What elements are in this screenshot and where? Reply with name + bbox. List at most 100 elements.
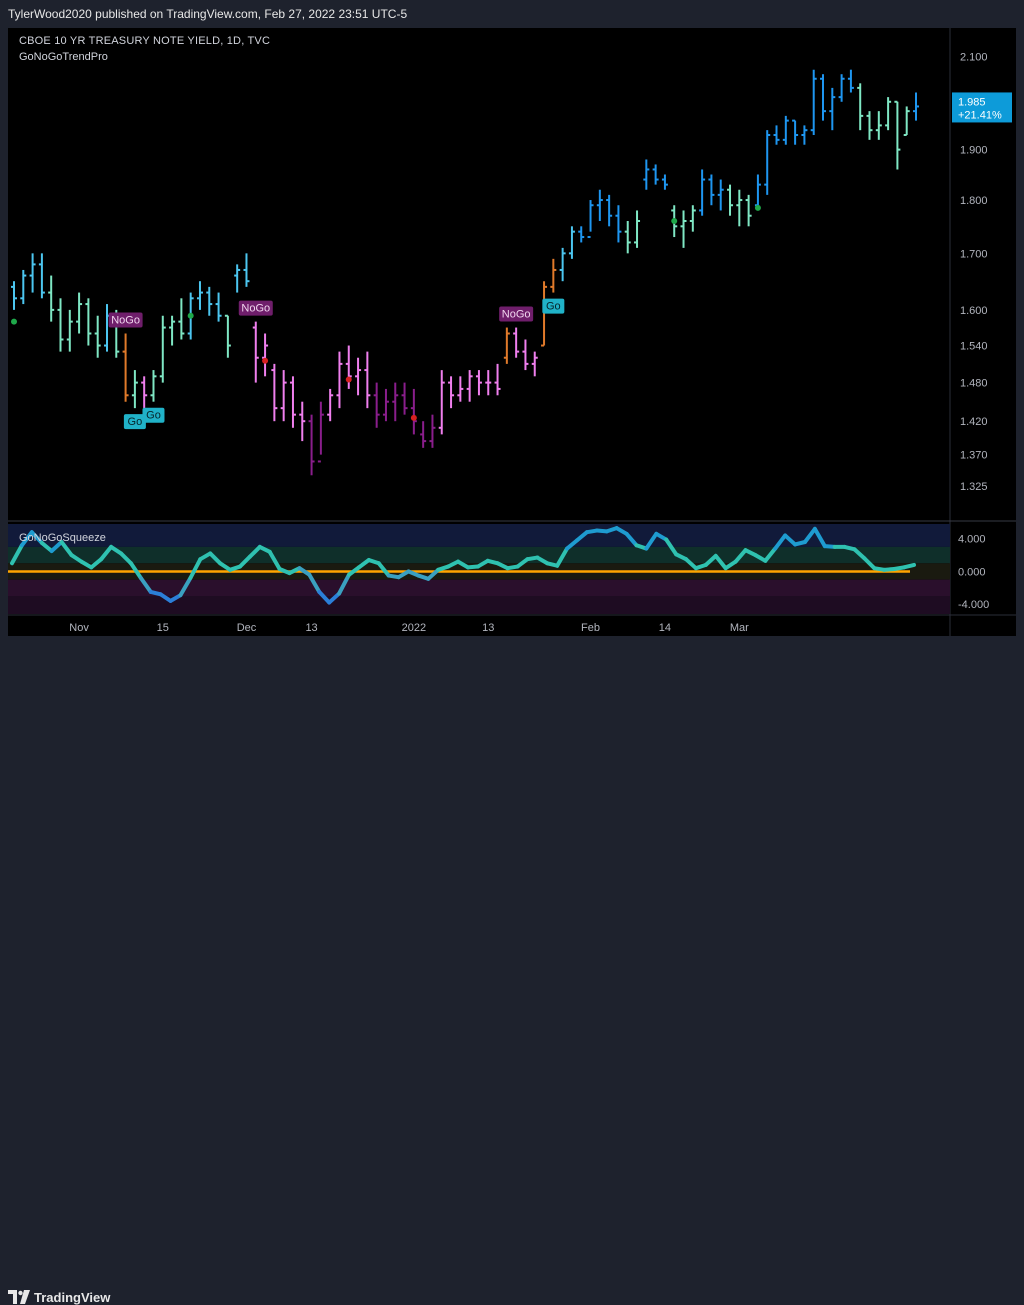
price-tick-label: 1.480 (960, 378, 988, 390)
squeeze-line-segment (733, 548, 748, 564)
squeeze-line-segment (267, 549, 282, 571)
indicator-title: GoNoGoTrendPro (19, 51, 108, 63)
signal-label: NoGo (111, 315, 140, 327)
squeeze-line-segment (713, 553, 728, 571)
squeeze-line-segment (19, 530, 34, 548)
signal-label: NoGo (241, 303, 270, 315)
symbol-title: CBOE 10 YR TREASURY NOTE YIELD, 1D, TVC (19, 35, 271, 47)
squeeze-band-4 (8, 596, 950, 614)
squeeze-line-segment (862, 556, 877, 571)
price-tick-label: 2.100 (960, 51, 988, 63)
squeeze-pane-title: GoNoGoSqueeze (19, 532, 106, 544)
squeeze-line-segment (763, 546, 778, 563)
squeeze-line-segment (138, 576, 153, 594)
price-tick-label: 1.600 (960, 305, 988, 317)
trend-dot (345, 376, 352, 383)
squeeze-line-segment (644, 531, 659, 551)
squeeze-line-segment (247, 544, 262, 559)
squeeze-line-segment (684, 557, 698, 571)
signal-label: Go (146, 410, 161, 422)
time-tick-label: Feb (581, 622, 600, 634)
time-tick-label: 14 (659, 622, 671, 634)
price-badge-change: +21.41% (958, 109, 1002, 121)
chart-canvas[interactable]: 2.1002.0001.9001.8001.7001.6001.5401.480… (8, 28, 1016, 636)
price-tick-label: 1.800 (960, 195, 988, 207)
signal-label-box (238, 300, 273, 316)
squeeze-line-segment (802, 526, 817, 544)
squeeze-band-1 (8, 546, 950, 564)
time-tick-label: 2022 (402, 622, 426, 634)
signal-label-box (499, 306, 534, 322)
squeeze-tick-label: 4.000 (958, 534, 986, 546)
squeeze-line-segment (178, 576, 193, 598)
trend-dot (11, 318, 17, 325)
trend-dot (671, 217, 678, 224)
trend-dot (187, 312, 194, 319)
trend-dot (754, 204, 761, 211)
squeeze-line-segment (376, 561, 391, 578)
squeeze-line-segment (59, 540, 74, 558)
signal-label: Go (128, 416, 143, 428)
squeeze-line-segment (39, 540, 54, 553)
squeeze-line-segment (515, 557, 530, 569)
price-tick-label: 1.420 (960, 416, 988, 428)
squeeze-line-segment (347, 565, 361, 577)
signal-label-box (123, 414, 146, 430)
squeeze-line-segment (555, 546, 570, 568)
squeeze-line-segment (327, 591, 342, 605)
squeeze-line-segment (337, 572, 352, 596)
time-tick-label: 13 (482, 622, 494, 634)
squeeze-tick-label: 0.000 (958, 566, 986, 578)
squeeze-line-segment (307, 572, 322, 594)
signal-label-box (542, 298, 565, 314)
squeeze-line-segment (188, 557, 203, 580)
price-tick-label: 1.900 (960, 145, 988, 157)
squeeze-line-segment (783, 533, 798, 547)
squeeze-line-segment (703, 553, 718, 567)
trend-dot (262, 357, 269, 364)
signal-label-box (108, 312, 143, 328)
squeeze-line-segment (10, 543, 24, 566)
squeeze-line-segment (565, 538, 579, 551)
squeeze-tick-label: -4.000 (958, 599, 989, 611)
price-tick-label: 1.540 (960, 341, 988, 353)
squeeze-band-3 (8, 579, 950, 596)
price-tick-label: 1.370 (960, 450, 988, 462)
time-tick-label: Mar (730, 622, 749, 634)
tradingview-brand: TradingView (34, 1290, 111, 1305)
footer: TradingView (0, 640, 1024, 1305)
time-tick-label: Dec (237, 622, 257, 634)
signal-label: Go (546, 301, 561, 313)
squeeze-line-segment (317, 589, 332, 605)
tradingview-logo-icon (8, 1290, 30, 1304)
publisher-bar: TylerWood2020 published on TradingView.c… (0, 0, 1024, 28)
squeeze-line-segment (237, 554, 252, 569)
price-tick-label: 1.700 (960, 248, 988, 260)
squeeze-line-segment (29, 530, 44, 545)
price-tick-label: 1.325 (960, 481, 988, 493)
price-badge-value: 1.985 (958, 96, 986, 108)
squeeze-line-segment (208, 551, 223, 566)
signal-label-box (142, 407, 165, 423)
squeeze-line-segment (773, 533, 788, 551)
time-tick-label: 13 (305, 622, 317, 634)
squeeze-line-segment (574, 530, 589, 543)
time-tick-label: Nov (69, 622, 89, 634)
squeeze-line-segment (664, 537, 679, 557)
squeeze-line-segment (426, 567, 441, 581)
squeeze-line-segment (99, 544, 114, 562)
chart-frame: 2.1002.0001.9001.8001.7001.6001.5401.480… (8, 28, 1016, 636)
squeeze-line-segment (902, 562, 916, 570)
signal-label: NoGo (502, 309, 531, 321)
squeeze-line-segment (128, 561, 143, 580)
squeeze-line-segment (624, 531, 639, 548)
trend-dot (410, 414, 417, 421)
squeeze-line-segment (356, 558, 371, 570)
squeeze-line-segment (812, 526, 827, 549)
squeeze-band-0 (8, 524, 950, 547)
squeeze-line-segment (119, 551, 133, 566)
squeeze-line-segment (49, 540, 64, 553)
price-badge (952, 92, 1012, 123)
publisher-text: TylerWood2020 published on TradingView.c… (8, 7, 408, 21)
time-tick-label: 15 (157, 622, 169, 634)
